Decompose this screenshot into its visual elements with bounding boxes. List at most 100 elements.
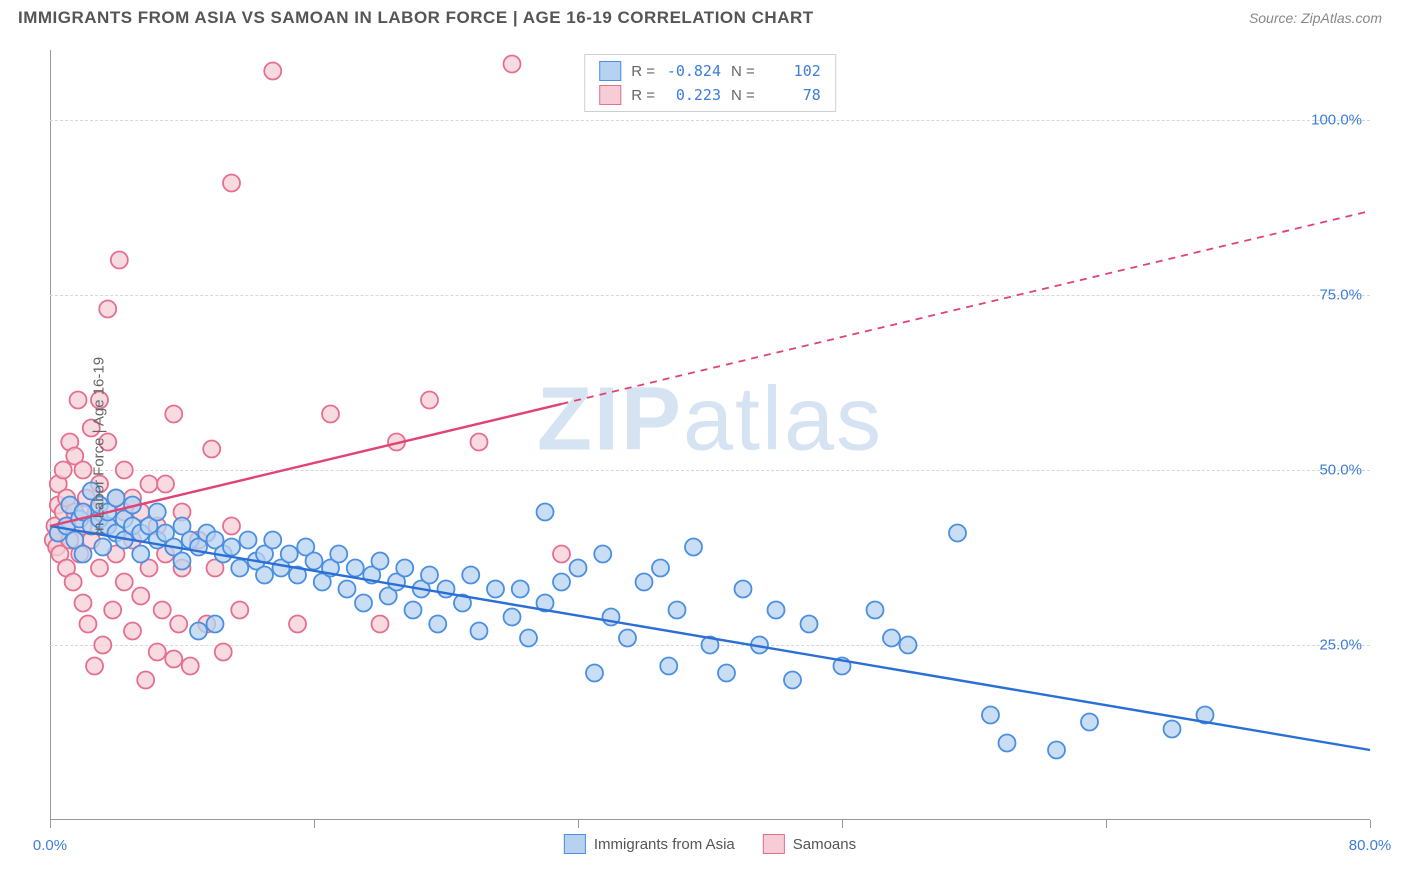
data-point [347, 560, 364, 577]
data-point [883, 630, 900, 647]
data-point [132, 546, 149, 563]
data-point [75, 595, 92, 612]
data-point [520, 630, 537, 647]
data-point [636, 574, 653, 591]
scatter-svg [50, 50, 1370, 820]
data-point [1048, 742, 1065, 759]
r-value-samoan: 0.223 [665, 86, 721, 104]
data-point [231, 602, 248, 619]
swatch-samoan [599, 85, 621, 105]
data-point [949, 525, 966, 542]
regression-line-extrapolated [562, 211, 1371, 404]
swatch-asia [599, 61, 621, 81]
data-point [537, 504, 554, 521]
data-point [982, 707, 999, 724]
n-label: N = [731, 87, 755, 104]
series-legend: Immigrants from Asia Samoans [564, 834, 856, 854]
data-point [512, 581, 529, 598]
data-point [1081, 714, 1098, 731]
data-point [652, 560, 669, 577]
data-point [104, 602, 121, 619]
data-point [586, 665, 603, 682]
data-point [784, 672, 801, 689]
data-point [462, 567, 479, 584]
legend-item-samoan: Samoans [763, 834, 856, 854]
y-axis-label: In Labor Force | Age 16-19 [91, 357, 108, 535]
data-point [281, 546, 298, 563]
data-point [372, 553, 389, 570]
data-point [504, 609, 521, 626]
legend-label-samoan: Samoans [793, 836, 856, 853]
x-tick [50, 820, 51, 828]
data-point [264, 63, 281, 80]
data-point [801, 616, 818, 633]
data-point [154, 602, 171, 619]
data-point [141, 476, 158, 493]
data-point [471, 434, 488, 451]
data-point [685, 539, 702, 556]
x-tick-label: 0.0% [33, 837, 67, 854]
x-tick [1370, 820, 1371, 828]
data-point [735, 581, 752, 598]
data-point [108, 490, 125, 507]
data-point [553, 546, 570, 563]
data-point [718, 665, 735, 682]
data-point [322, 406, 339, 423]
stats-legend: R = -0.824 N = 102 R = 0.223 N = 78 [584, 54, 836, 112]
data-point [111, 252, 128, 269]
data-point [396, 560, 413, 577]
data-point [405, 602, 422, 619]
data-point [289, 616, 306, 633]
chart-title: IMMIGRANTS FROM ASIA VS SAMOAN IN LABOR … [18, 8, 814, 28]
data-point [70, 392, 87, 409]
data-point [132, 588, 149, 605]
data-point [94, 637, 111, 654]
data-point [223, 175, 240, 192]
data-point [207, 616, 224, 633]
data-point [223, 539, 240, 556]
data-point [94, 539, 111, 556]
n-label: N = [731, 63, 755, 80]
data-point [487, 581, 504, 598]
data-point [570, 560, 587, 577]
r-label: R = [631, 87, 655, 104]
plot-area: ZIPatlas 25.0%50.0%75.0%100.0% 0.0%80.0%… [50, 50, 1370, 820]
data-point [553, 574, 570, 591]
n-value-samoan: 78 [765, 86, 821, 104]
data-point [306, 553, 323, 570]
data-point [355, 595, 372, 612]
data-point [182, 658, 199, 675]
stats-row-asia: R = -0.824 N = 102 [585, 59, 835, 83]
data-point [65, 574, 82, 591]
data-point [203, 441, 220, 458]
data-point [165, 406, 182, 423]
data-point [190, 623, 207, 640]
data-point [768, 602, 785, 619]
data-point [669, 602, 686, 619]
data-point [165, 651, 182, 668]
data-point [372, 616, 389, 633]
data-point [170, 616, 187, 633]
data-point [86, 658, 103, 675]
data-point [429, 616, 446, 633]
data-point [91, 560, 108, 577]
data-point [999, 735, 1016, 752]
data-point [149, 644, 166, 661]
data-point [124, 623, 141, 640]
data-point [215, 644, 232, 661]
data-point [504, 56, 521, 73]
swatch-samoan [763, 834, 785, 854]
data-point [137, 672, 154, 689]
data-point [240, 532, 257, 549]
legend-label-asia: Immigrants from Asia [594, 836, 735, 853]
x-tick [578, 820, 579, 828]
data-point [660, 658, 677, 675]
data-point [79, 616, 96, 633]
data-point [421, 567, 438, 584]
data-point [1164, 721, 1181, 738]
data-point [55, 462, 72, 479]
data-point [421, 392, 438, 409]
x-tick [842, 820, 843, 828]
data-point [594, 546, 611, 563]
data-point [264, 532, 281, 549]
